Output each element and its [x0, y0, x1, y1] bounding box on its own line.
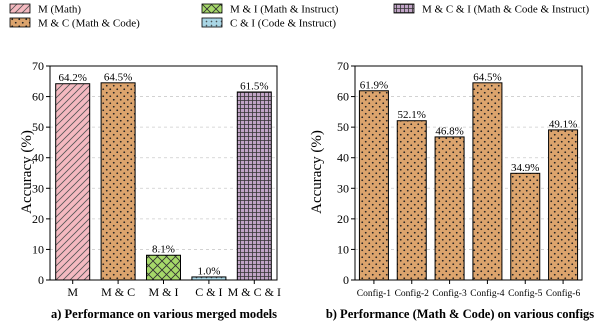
y-tick-label: 50: [32, 120, 44, 134]
y-tick-label: 50: [337, 120, 349, 134]
y-tick-label: 10: [32, 242, 44, 256]
y-tick-label: 70: [337, 59, 349, 73]
legend-label: M & I (Math & Instruct): [230, 4, 339, 16]
bar-value-label: 49.1%: [549, 118, 577, 130]
chart-a-bars: [55, 82, 272, 281]
legend-label: M (Math): [38, 4, 81, 16]
legend-label: C & I (Code & Instruct): [230, 18, 336, 30]
x-tick-label: M & C: [101, 285, 135, 299]
y-tick-label: 30: [32, 181, 44, 195]
bar: [548, 129, 579, 281]
chart-a-y-ticks: 0 10 20 30 40 50 60 70: [32, 59, 50, 287]
y-tick-label: 70: [32, 59, 44, 73]
x-tick-label: Config-5: [508, 288, 543, 299]
y-tick-label: 40: [337, 151, 349, 165]
x-tick-label: Config-3: [432, 288, 467, 299]
bar-value-label: 64.2%: [58, 72, 86, 84]
legend: M (Math) M & C (Math & Code) M & I (Math &…: [9, 3, 589, 30]
bar-value-label: 46.8%: [435, 125, 463, 137]
chart-b-bars: [358, 82, 579, 281]
bar-value-label: 1.0%: [197, 265, 220, 277]
x-tick-label: M & C & I: [228, 285, 281, 299]
chart-b-axes: [354, 65, 583, 281]
x-tick-label: Config-2: [395, 288, 430, 299]
legend-swatch: [9, 17, 31, 28]
bar: [510, 172, 541, 281]
bar: [434, 136, 465, 281]
y-tick-label: 10: [337, 242, 349, 256]
legend-swatch: [393, 3, 415, 14]
legend-swatch: [9, 3, 31, 14]
y-tick-label: 40: [32, 151, 44, 165]
bar: [100, 82, 136, 281]
chart-b-y-ticks: 0 10 20 30 40 50 60 70: [337, 59, 355, 287]
y-tick-label: 0: [343, 273, 349, 287]
y-tick-label: 30: [337, 181, 349, 195]
legend-swatch: [201, 17, 223, 28]
chart-b-gridlines: [355, 65, 582, 250]
chart-b-ylabel: Accuracy (%): [309, 130, 325, 214]
bar: [55, 83, 91, 281]
chart-b: 61.9% 52.1% 46.8% 64.5% 34.9% 49.1% 0 10 20 30 40…: [309, 59, 594, 321]
x-tick-label: Config-6: [546, 288, 581, 299]
x-tick-label: Config-1: [357, 288, 392, 299]
bar: [396, 120, 427, 281]
x-tick-label: M: [67, 285, 78, 299]
legend-swatch: [201, 3, 223, 14]
x-tick-label: Config-4: [470, 288, 505, 299]
bar-value-label: 61.5%: [240, 80, 268, 92]
chart-b-x-ticks: Config-1 Config-2 Config-3 Config-4 Config-5…: [357, 280, 581, 299]
chart-a: 64.2% 64.5%8.1%1.0%61.5% 010203040506070 …: [19, 59, 281, 321]
y-tick-label: 20: [32, 212, 44, 226]
bar: [236, 91, 272, 281]
bar-value-label: 61.9%: [360, 79, 388, 91]
y-tick-label: 0: [38, 273, 44, 287]
plot-frame: [49, 65, 278, 281]
chart-a-caption: a) Performance on various merged models: [51, 307, 277, 321]
bar-value-label: 64.5%: [104, 71, 132, 83]
bar-value-label: 64.5%: [473, 71, 501, 83]
bar: [146, 254, 181, 281]
x-tick-label: C & I: [195, 285, 222, 299]
bar-value-label: 8.1%: [152, 244, 175, 256]
legend-label: M & C & I (Math & Code & Instruct): [422, 4, 589, 16]
chart-b-caption: b) Performance (Math & Code) on various …: [326, 307, 594, 321]
chart-a-value-labels: 64.2% 64.5% 8.1% 1.0% 61.5%: [58, 71, 268, 277]
chart-a-axes: [49, 65, 278, 281]
chart-a-ylabel: Accuracy (%): [19, 130, 35, 214]
bar-value-label: 52.1%: [398, 109, 426, 121]
plot-frame: [354, 65, 583, 281]
bar: [472, 82, 503, 281]
y-tick-label: 60: [32, 90, 44, 104]
x-tick-label: M & I: [149, 285, 179, 299]
y-tick-label: 60: [337, 90, 349, 104]
chart-b-value-labels: 61.9% 52.1% 46.8% 64.5% 34.9% 49.1%: [360, 71, 578, 173]
bar-value-label: 34.9%: [511, 162, 539, 174]
legend-label: M & C (Math & Code): [38, 18, 140, 30]
bar: [358, 90, 389, 281]
y-tick-label: 20: [337, 212, 349, 226]
